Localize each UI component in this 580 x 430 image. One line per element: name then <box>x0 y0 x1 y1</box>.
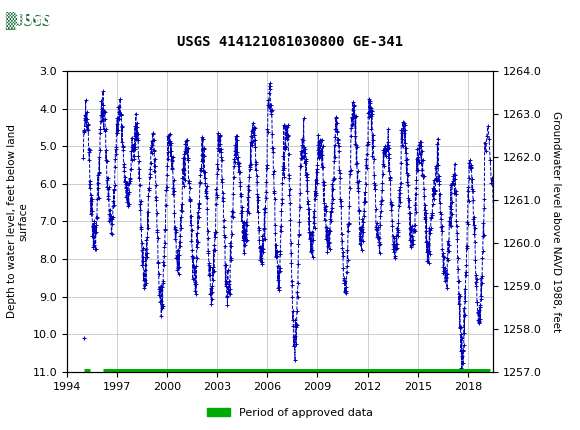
Legend: Period of approved data: Period of approved data <box>203 403 377 422</box>
Bar <box>3 3 78 37</box>
Y-axis label: Groundwater level above NAVD 1988, feet: Groundwater level above NAVD 1988, feet <box>551 111 561 332</box>
Text: ▒▒USGS: ▒▒USGS <box>5 11 59 28</box>
Y-axis label: Depth to water level, feet below land
surface: Depth to water level, feet below land su… <box>6 125 28 318</box>
Text: █USGS: █USGS <box>5 11 50 29</box>
Text: USGS 414121081030800 GE-341: USGS 414121081030800 GE-341 <box>177 35 403 49</box>
